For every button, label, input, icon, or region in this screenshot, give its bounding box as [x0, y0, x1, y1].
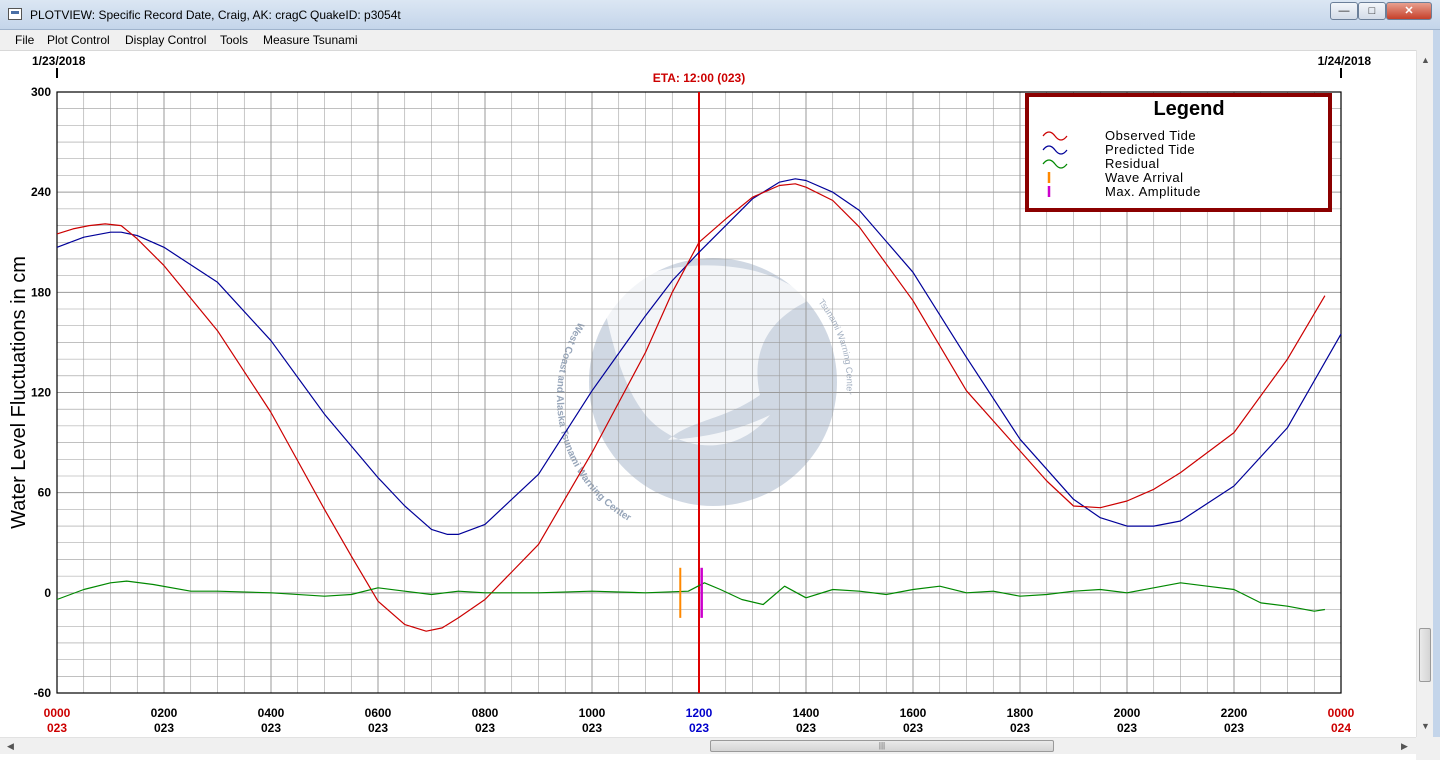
legend-swatch	[1042, 159, 1068, 169]
x-tick-day-label: 023	[1010, 721, 1030, 735]
x-tick-time-label: 1800	[1007, 706, 1034, 720]
x-tick-day-label: 023	[582, 721, 602, 735]
legend-title: Legend	[1153, 98, 1224, 120]
x-tick-time-label: 0800	[472, 706, 499, 720]
menu-plot-control[interactable]: Plot Control	[47, 33, 110, 47]
eta-label: ETA: 12:00 (023)	[653, 71, 745, 85]
tide-chart: West Coast and Alaska Tsunami Warning Ce…	[8, 54, 1372, 735]
menu-display-control[interactable]: Display Control	[125, 33, 207, 47]
residual-line	[56, 580, 1325, 612]
scroll-left-icon[interactable]: ◀	[7, 741, 14, 751]
scroll-down-icon[interactable]: ▼	[1421, 721, 1430, 731]
x-tick-time-label: 1200	[686, 706, 713, 720]
x-tick-time-label: 1400	[793, 706, 820, 720]
window-edge	[1433, 30, 1440, 760]
scroll-right-icon[interactable]: ▶	[1401, 741, 1408, 751]
legend-swatch	[1042, 145, 1068, 155]
logo-bird-icon	[603, 265, 810, 446]
x-tick-day-label: 023	[1224, 721, 1244, 735]
menu-tools[interactable]: Tools	[220, 33, 249, 47]
title-bar: PLOTVIEW: Specific Record Date, Craig, A…	[0, 0, 1440, 30]
vertical-scrollbar[interactable]: ▲ ▼	[1416, 50, 1433, 738]
maximize-button[interactable]: □	[1358, 2, 1386, 20]
menu-file[interactable]: File	[15, 33, 35, 47]
y-tick-label: 60	[38, 486, 52, 500]
y-tick-label: 300	[31, 85, 51, 99]
legend-swatch	[1042, 131, 1068, 141]
horizontal-scroll-thumb[interactable]: |||	[710, 740, 1054, 752]
legend-entry-label: Residual	[1105, 156, 1160, 171]
menu-bar: File Plot Control Display Control Tools …	[0, 30, 1440, 51]
minimize-button[interactable]: —	[1330, 2, 1358, 20]
x-tick-day-label: 023	[154, 721, 174, 735]
legend-entry-label: Observed Tide	[1105, 128, 1196, 143]
legend-entry-label: Max. Amplitude	[1105, 184, 1201, 199]
legend-entry-label: Wave Arrival	[1105, 170, 1183, 185]
window-title: PLOTVIEW: Specific Record Date, Craig, A…	[30, 8, 308, 22]
x-tick-time-label: 0600	[365, 706, 392, 720]
x-tick-day-label: 023	[368, 721, 388, 735]
x-tick-time-label: 2000	[1114, 706, 1141, 720]
y-tick-label: 180	[31, 285, 51, 299]
y-tick-label: 120	[31, 386, 51, 400]
x-tick-day-label: 023	[796, 721, 816, 735]
x-tick-time-label: 1600	[900, 706, 927, 720]
x-tick-day-label: 023	[261, 721, 281, 735]
resize-corner[interactable]	[1416, 737, 1440, 760]
scroll-up-icon[interactable]: ▲	[1421, 55, 1430, 65]
y-tick-label: -60	[34, 686, 52, 700]
x-tick-day-label: 023	[689, 721, 709, 735]
x-tick-time-label: 0200	[151, 706, 178, 720]
y-tick-label: 0	[44, 586, 51, 600]
end-date-label: 1/24/2018	[1318, 54, 1372, 68]
app-icon	[8, 8, 22, 20]
close-button[interactable]: ✕	[1386, 2, 1432, 20]
observed-tide-line	[56, 183, 1326, 632]
menu-measure-tsunami[interactable]: Measure Tsunami	[263, 33, 358, 47]
horizontal-scrollbar[interactable]: ◀ ||| ▶	[0, 737, 1433, 754]
start-date-label: 1/23/2018	[32, 54, 86, 68]
x-tick-time-label: 1000	[579, 706, 606, 720]
x-tick-time-label: 2200	[1221, 706, 1248, 720]
x-tick-day-label: 023	[903, 721, 923, 735]
x-tick-day-label: 023	[475, 721, 495, 735]
x-tick-day-label: 023	[47, 721, 67, 735]
x-tick-time-label: 0000	[44, 706, 71, 720]
logo-watermark: West Coast and Alaska Tsunami Warning Ce…	[554, 258, 855, 524]
x-tick-day-label: 024	[1331, 721, 1351, 735]
legend-box	[1025, 93, 1332, 212]
y-axis-label: Water Level Fluctuations in cm	[8, 256, 30, 529]
legend-entry-label: Predicted Tide	[1105, 142, 1195, 157]
quake-id-label: QuakeID: p3054t	[310, 8, 401, 22]
x-tick-time-label: 0000	[1328, 706, 1355, 720]
y-tick-label: 240	[31, 185, 51, 199]
x-tick-day-label: 023	[1117, 721, 1137, 735]
vertical-scroll-thumb[interactable]	[1419, 628, 1431, 682]
x-tick-time-label: 0400	[258, 706, 285, 720]
